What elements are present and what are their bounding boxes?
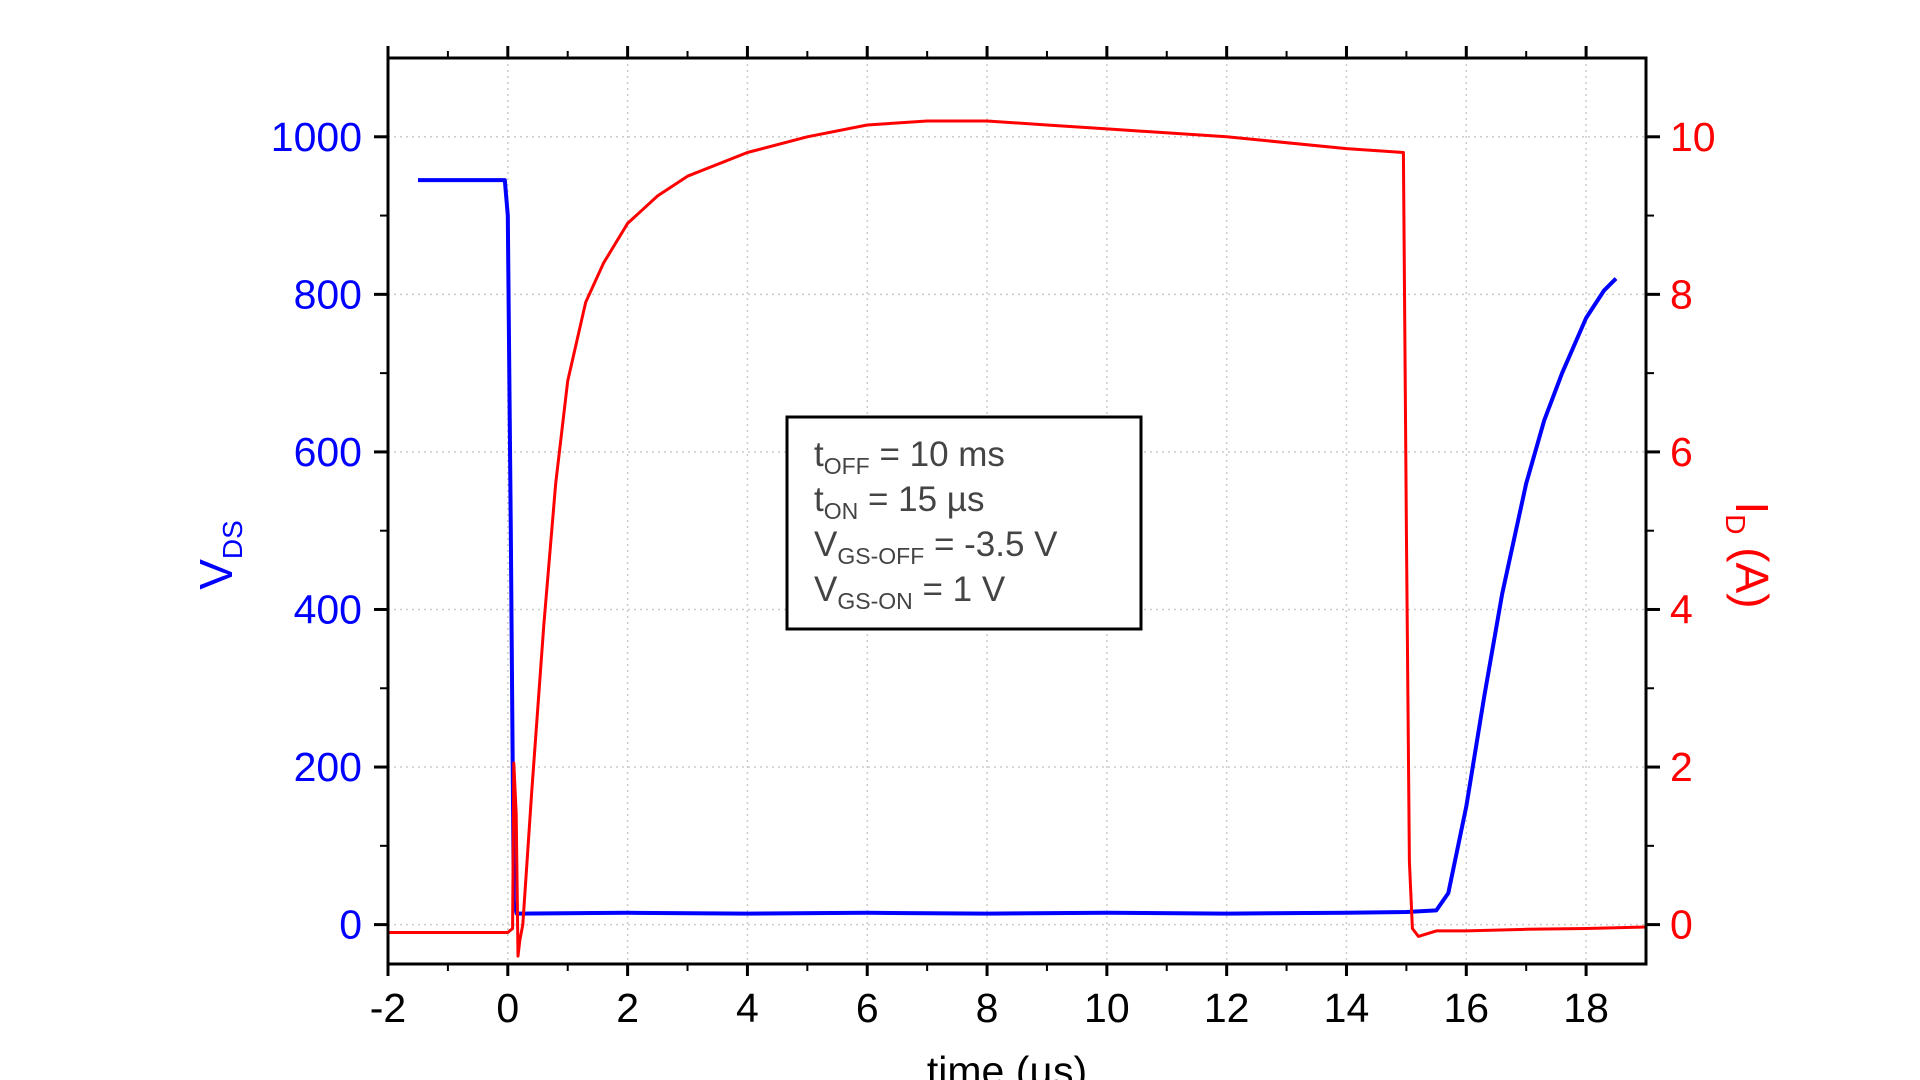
annotation-subscript: ON	[824, 498, 859, 524]
annotation-symbol: V	[814, 570, 838, 609]
annotation-value: = 1 V	[913, 570, 1006, 609]
annotation-line: tON = 15 µs	[814, 480, 984, 524]
y-left-tick-label: 600	[294, 429, 362, 475]
x-tick-label: 8	[976, 985, 999, 1031]
x-tick-label: 4	[736, 985, 759, 1031]
annotation-line: VGS-ON = 1 V	[814, 570, 1006, 614]
annotation-value: = 10 ms	[870, 435, 1005, 474]
y-right-tick-label: 6	[1670, 429, 1693, 475]
y-right-tick-label: 10	[1670, 114, 1716, 160]
annotation-line: VGS-OFF = -3.5 V	[814, 525, 1058, 569]
plot-frame	[386, 56, 1648, 966]
y-axis-label-left: VDS	[190, 520, 248, 590]
annotation-line: tOFF = 10 ms	[814, 435, 1005, 479]
y-right-tick-label: 0	[1670, 902, 1693, 948]
x-tick-label: 16	[1443, 985, 1489, 1031]
y-right-tick-label: 8	[1670, 271, 1693, 317]
x-tick-label: 18	[1563, 985, 1609, 1031]
x-tick-label: 6	[856, 985, 879, 1031]
x-axis-label: time (µs)	[927, 1048, 1087, 1080]
annotation-symbol: t	[814, 480, 824, 519]
series-layer	[388, 119, 1647, 958]
annotation-subscript: GS-ON	[837, 588, 912, 614]
x-tick-label: 2	[616, 985, 639, 1031]
x-tick-label: 14	[1324, 985, 1370, 1031]
annotation-value: = 15 µs	[858, 480, 984, 519]
annotation-subscript: OFF	[824, 453, 870, 479]
x-tick-label: 12	[1204, 985, 1250, 1031]
y-left-tick-label: 1000	[271, 114, 362, 160]
y-axis-label-right: ID (A)	[1720, 501, 1778, 608]
y-left-tick-label: 200	[294, 744, 362, 790]
annotation-symbol: V	[814, 525, 838, 564]
y-left-tick-label: 0	[339, 902, 362, 948]
x-tick-label: 0	[496, 985, 519, 1031]
annotation-value: = -3.5 V	[924, 525, 1058, 564]
y-left-tick-label: 400	[294, 586, 362, 632]
ticks: -2 0 2 4 6 8 10 12 14 16 1802004006008001000024681…	[271, 46, 1716, 1031]
y-left-tick-label: 800	[294, 271, 362, 317]
x-tick-label: 10	[1084, 985, 1130, 1031]
y-right-tick-label: 4	[1670, 586, 1693, 632]
annotation-subscript: GS-OFF	[837, 543, 924, 569]
y-right-tick-label: 2	[1670, 744, 1693, 790]
annotation-symbol: t	[814, 435, 824, 474]
x-tick-label: -2	[370, 985, 406, 1031]
id-line	[388, 119, 1647, 958]
